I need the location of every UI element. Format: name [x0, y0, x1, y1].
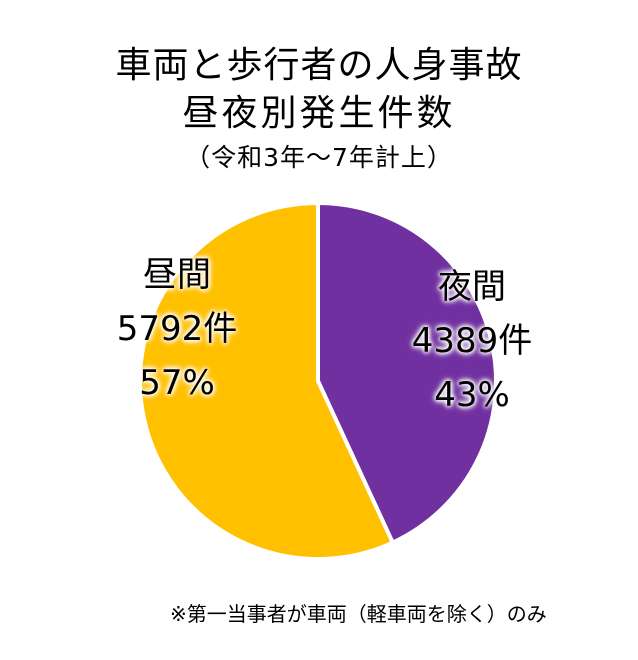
- day-label: 昼間 5792件 57%: [92, 248, 262, 410]
- day-percent: 57%: [139, 363, 215, 403]
- day-count: 5792件: [116, 309, 238, 349]
- night-label: 夜間 4389件 43%: [392, 260, 552, 422]
- night-count: 4389件: [411, 321, 533, 361]
- slice-night: [316, 201, 498, 545]
- night-percent: 43%: [434, 375, 510, 415]
- day-name: 昼間: [143, 255, 211, 295]
- pie-slices: [138, 201, 498, 561]
- night-name: 夜間: [438, 267, 506, 307]
- chart-period: （令和3年～7年計上）: [185, 143, 453, 172]
- chart-subtitle: 昼夜別発生件数: [182, 93, 456, 134]
- chart-title: 車両と歩行者の人身事故: [115, 45, 523, 86]
- footnote: ※第一当事者が車両（軽車両を除く）のみ: [170, 602, 547, 626]
- slice-day: [138, 201, 395, 561]
